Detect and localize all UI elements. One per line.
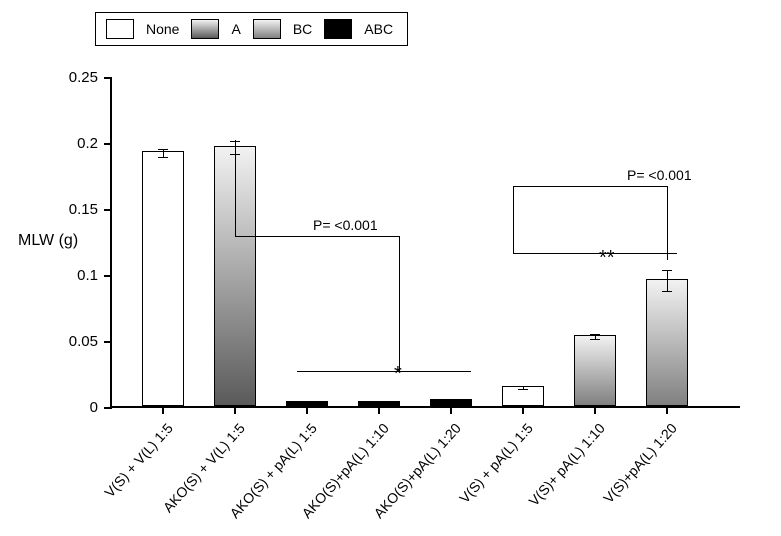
annotation-line [513, 253, 677, 254]
x-tick [378, 406, 380, 414]
error-cap [590, 334, 600, 335]
x-tick [594, 406, 596, 414]
legend-swatch-bc [253, 19, 281, 39]
error-cap [302, 401, 312, 402]
x-tick-label: V(S) + pA(L) 1:5 [456, 420, 536, 506]
y-tick-label: 0.25 [69, 69, 98, 86]
annotation-line [235, 140, 236, 236]
p-value-label: P= <0.001 [627, 167, 692, 183]
p-value-label: P= <0.001 [313, 217, 378, 233]
x-tick [450, 406, 452, 414]
error-cap [662, 270, 672, 271]
y-tick [104, 143, 112, 145]
chart-figure: None A BC ABC MLW (g) * P= <0.001 ** P= <0.… [0, 0, 781, 536]
y-tick [104, 77, 112, 79]
significance-marker: ** [599, 247, 615, 270]
x-tick-label: V(S) + V(L) 1:5 [101, 420, 176, 500]
y-tick-label: 0.1 [77, 267, 98, 284]
error-cap [374, 404, 384, 405]
x-tick [162, 406, 164, 414]
y-tick [104, 209, 112, 211]
error-cap [446, 400, 456, 401]
annotation-line [235, 236, 399, 237]
annotation-line [513, 186, 667, 187]
plot-area: * P= <0.001 ** P= <0.001 [110, 78, 740, 408]
error-cap [590, 339, 600, 340]
x-tick [306, 406, 308, 414]
legend-swatch-none [106, 19, 134, 39]
annotation-line [399, 236, 400, 371]
error-bar [667, 271, 668, 292]
y-tick-label: 0 [90, 399, 98, 416]
legend-swatch-a [191, 19, 219, 39]
error-cap [518, 386, 528, 387]
error-cap [446, 402, 456, 403]
x-tick-label: V(S)+pA(L) 1:20 [600, 420, 680, 506]
legend-label-abc: ABC [364, 21, 393, 37]
y-axis-label: MLW (g) [18, 232, 78, 250]
legend-label-none: None [146, 21, 179, 37]
legend-swatch-abc [324, 19, 352, 39]
error-cap [374, 401, 384, 402]
bar [646, 279, 688, 406]
error-cap [158, 149, 168, 150]
annotation-line [667, 186, 668, 260]
x-tick [522, 406, 524, 414]
x-tick [666, 406, 668, 414]
bar [574, 335, 616, 406]
error-cap [518, 389, 528, 390]
bar [142, 151, 184, 406]
y-tick [104, 275, 112, 277]
annotation-line [297, 371, 471, 372]
y-tick-label: 0.2 [77, 135, 98, 152]
y-tick [104, 341, 112, 343]
y-tick [104, 407, 112, 409]
x-tick [234, 406, 236, 414]
legend-label-bc: BC [293, 21, 312, 37]
error-cap [158, 157, 168, 158]
significance-marker: * [394, 363, 402, 386]
error-cap [662, 291, 672, 292]
x-tick-label: V(S)+ pA(L) 1:10 [525, 420, 607, 509]
legend-label-a: A [231, 21, 240, 37]
y-tick-label: 0.15 [69, 201, 98, 218]
error-cap [302, 404, 312, 405]
y-tick-label: 0.05 [69, 333, 98, 350]
legend: None A BC ABC [95, 12, 408, 46]
annotation-line [513, 186, 514, 253]
